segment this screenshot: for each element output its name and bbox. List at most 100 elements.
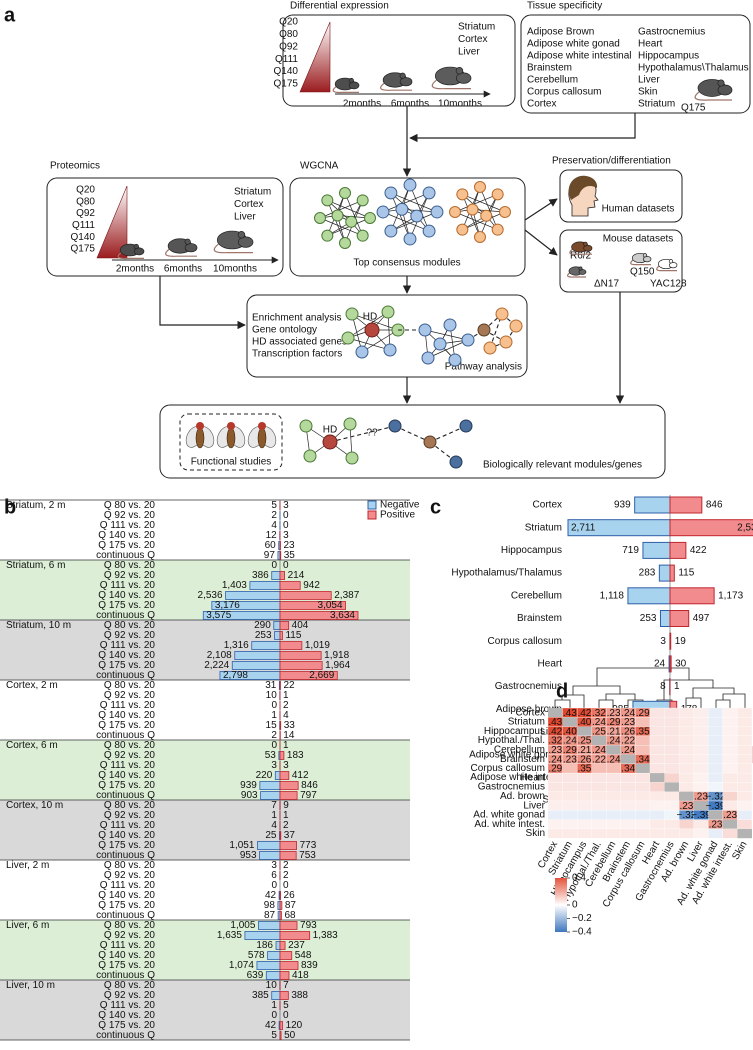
bar [669, 610, 690, 627]
cell-label: .24 [563, 736, 577, 747]
heatmap-cell [708, 754, 723, 764]
value-label: 1 [283, 810, 289, 821]
row-label: Q 92 vs. 20 [104, 870, 156, 881]
model-label: YAC128 [650, 279, 687, 290]
value-label: 12 [266, 530, 278, 541]
heatmap-cell [737, 735, 753, 746]
category-label: Cortex [533, 500, 562, 511]
q-label: Q111 [72, 220, 95, 231]
category-label: Adipose brown [496, 704, 562, 715]
heatmap-cell [664, 735, 680, 746]
network-node [356, 194, 369, 207]
mouse-icon [213, 230, 254, 254]
heatmap-cell [635, 717, 651, 727]
heatmap-cell [737, 791, 753, 802]
network-node [314, 212, 326, 224]
row-label: Q 111 vs. 20 [100, 1000, 156, 1011]
diagonal-cell [737, 828, 752, 839]
value-label: 2,108 [207, 650, 232, 661]
heatmap-cell [722, 717, 738, 727]
bar [256, 961, 281, 970]
bar [279, 851, 297, 860]
heatmap-cell [737, 717, 753, 727]
q-label: Q175 [274, 79, 299, 90]
cell-label: .29 [563, 745, 577, 756]
diagonal-cell [635, 763, 650, 774]
heatmap-cell [678, 707, 694, 718]
network-edge [319, 217, 363, 237]
heatmap-cell [635, 828, 651, 839]
network-node [364, 212, 376, 224]
bar [279, 961, 299, 970]
tissue-label: Gastrocnemius [638, 27, 705, 38]
value-label: 7 [271, 800, 277, 811]
group-title: Liver, 2 m [6, 860, 49, 871]
caption: Human datasets [602, 204, 675, 215]
heatmap-cell [693, 754, 709, 764]
value-label: 115 [678, 568, 694, 579]
value-label: 1,051 [229, 840, 254, 851]
value-label: 53 [265, 750, 277, 761]
heatmap-cell [547, 810, 563, 820]
heatmap-cell [664, 791, 680, 802]
group-band [0, 920, 410, 980]
row-label: Cortex [516, 707, 545, 718]
bar [659, 610, 671, 627]
bar [279, 771, 290, 780]
row-label: Q 80 vs. 20 [104, 500, 156, 511]
network-node [299, 419, 313, 433]
mouse-tail [694, 91, 732, 101]
row-label: continuous Q [96, 730, 155, 741]
heatmap-cell [635, 800, 651, 811]
tissue-label: Cortex [234, 199, 263, 210]
value-label: 1,019 [305, 640, 330, 651]
panel-label: d [556, 680, 568, 702]
heatmap-cell [708, 828, 723, 839]
tissue-label: Liver [234, 212, 256, 223]
heatmap-cell [635, 745, 651, 755]
colorbar-label: 0.4 [572, 873, 586, 884]
value-label: 1,074 [229, 960, 254, 971]
value-label: 3 [660, 636, 666, 647]
heatmap-cell [678, 772, 694, 783]
row-label: Hypothal./Thal. [478, 735, 545, 746]
row-label: Brainstem [500, 754, 545, 765]
row-label: Q 175 vs. 20 [98, 780, 155, 791]
heatmap-cell [737, 763, 753, 774]
network-edge [344, 192, 364, 236]
mouse-icon [566, 266, 587, 278]
row-label: Q 80 vs. 20 [104, 860, 156, 871]
value-label: 7 [283, 980, 289, 991]
cell-label: .42 [577, 708, 591, 719]
value-label: 87 [264, 910, 276, 921]
row-label: Q 140 vs. 20 [98, 710, 155, 721]
arrow [524, 198, 558, 221]
bar [669, 587, 715, 605]
heatmap-cell [591, 800, 607, 811]
value-label: 404 [292, 620, 309, 631]
row-label: Q 175 vs. 20 [98, 600, 155, 611]
value-label: 22 [283, 680, 295, 691]
row-label: Q 92 vs. 20 [104, 930, 156, 941]
row-label: continuous Q [96, 790, 155, 801]
value-label: 1 [674, 681, 680, 692]
cell-label: .24 [607, 754, 621, 765]
row-label: Q 92 vs. 20 [104, 750, 156, 761]
cell-label: −.32 [677, 810, 697, 821]
cell-label: .42 [548, 726, 562, 737]
row-label: Q 92 vs. 20 [104, 510, 156, 521]
bar [225, 591, 281, 600]
value-label: 19 [675, 636, 687, 647]
network-edge [351, 313, 363, 353]
cell-label: −.39 [706, 801, 726, 812]
heatmap-cell [708, 707, 723, 718]
bar [642, 541, 671, 559]
value-label: 290 [254, 620, 271, 631]
value-label: 10 [266, 690, 278, 701]
network-edge [319, 199, 363, 219]
row-label: Corpus callosum [471, 763, 545, 774]
network-node [423, 435, 437, 449]
network-node [459, 419, 473, 433]
network-edge [326, 200, 346, 244]
network-edge [454, 193, 498, 213]
